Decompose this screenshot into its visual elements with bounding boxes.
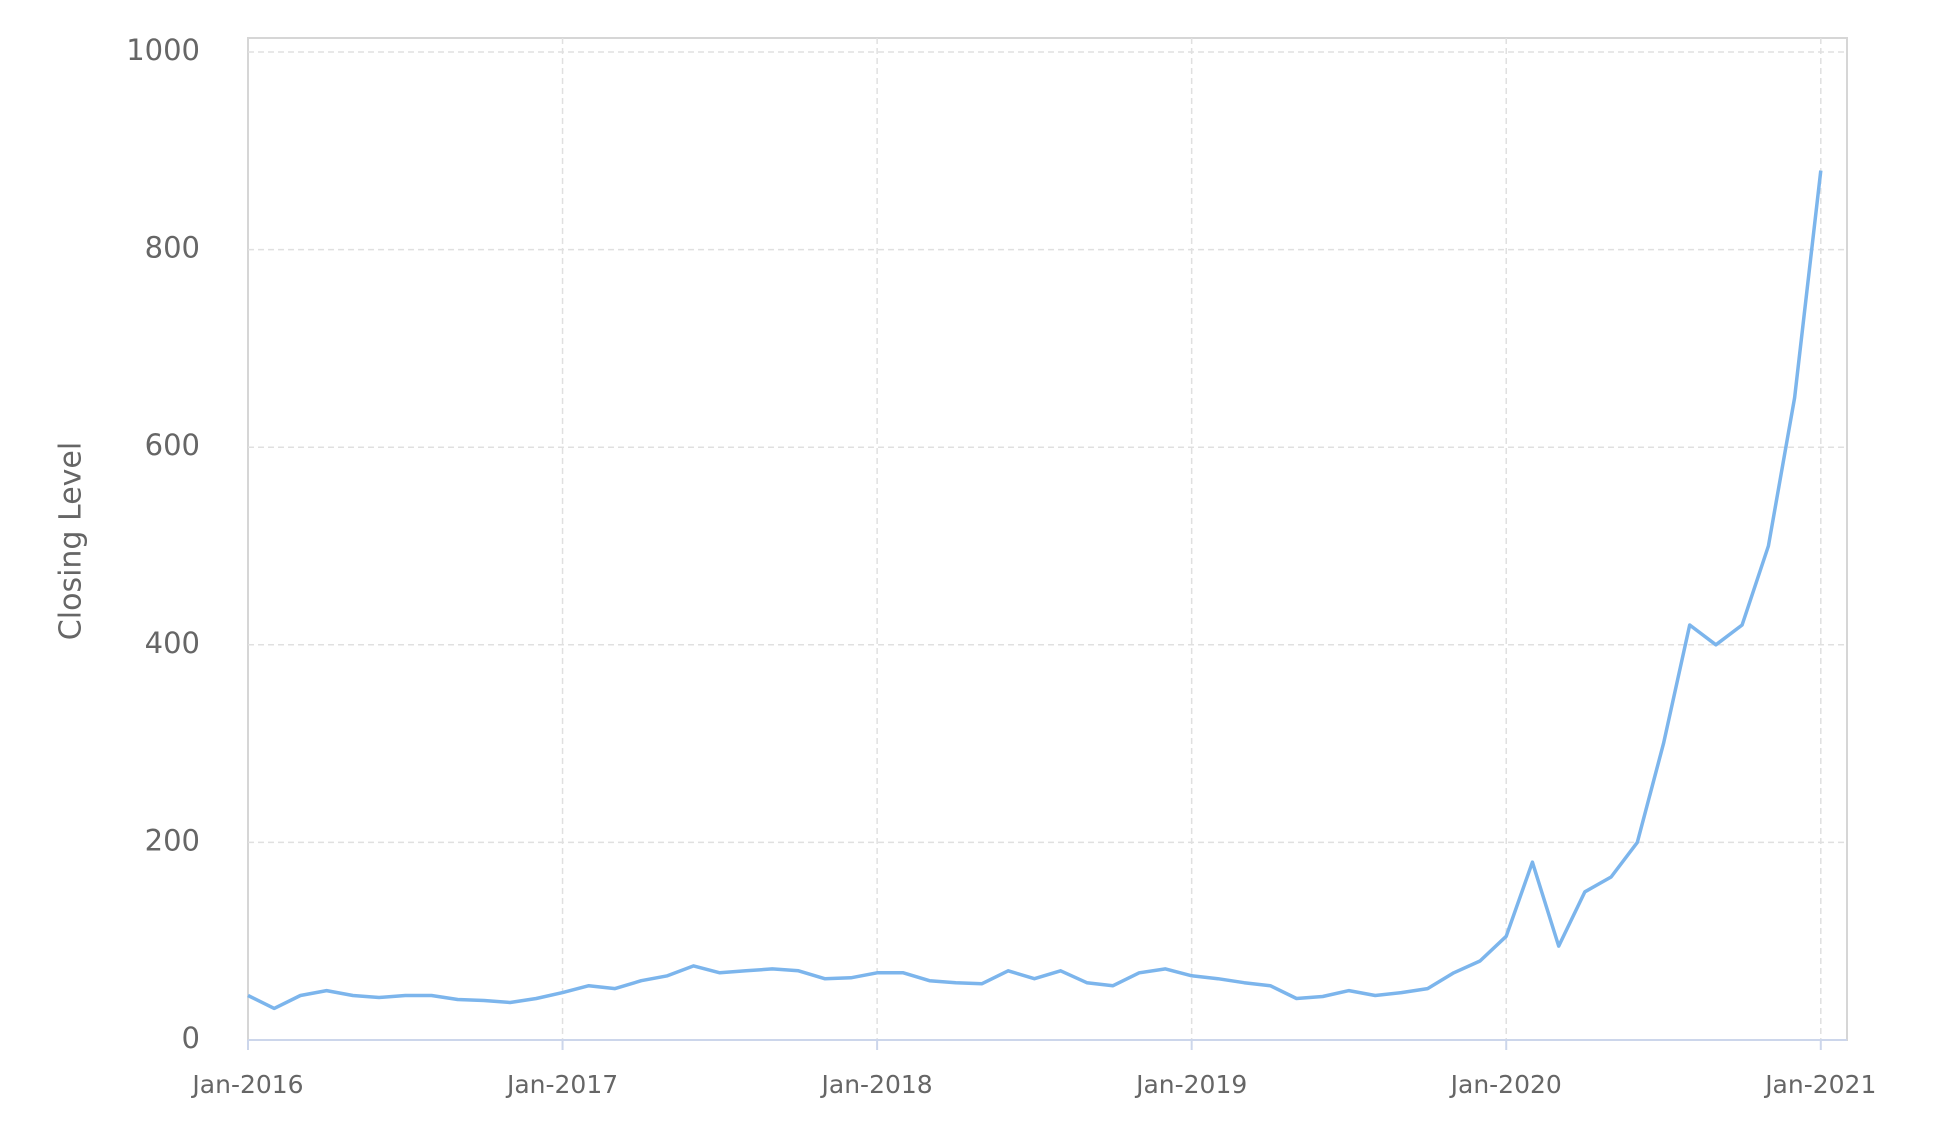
x-tick-label: Jan-2017 (505, 1070, 618, 1099)
y-tick-label: 400 (145, 626, 200, 660)
x-tick-label: Jan-2019 (1134, 1070, 1247, 1099)
y-tick-label: 0 (182, 1021, 200, 1055)
y-tick-label: 600 (145, 428, 200, 462)
plot-frame (247, 37, 1848, 1041)
y-tick-label: 200 (145, 823, 200, 857)
x-tick-label: Jan-2021 (1763, 1070, 1876, 1099)
x-tick-label: Jan-2016 (190, 1070, 303, 1099)
data-line (247, 170, 1823, 1011)
x-tick-label: Jan-2018 (820, 1070, 933, 1099)
y-tick-label: 800 (145, 231, 200, 265)
y-tick-label: 1000 (126, 33, 200, 67)
x-tick-label: Jan-2020 (1449, 1070, 1562, 1099)
y-axis-label: Closing Level (54, 442, 89, 640)
